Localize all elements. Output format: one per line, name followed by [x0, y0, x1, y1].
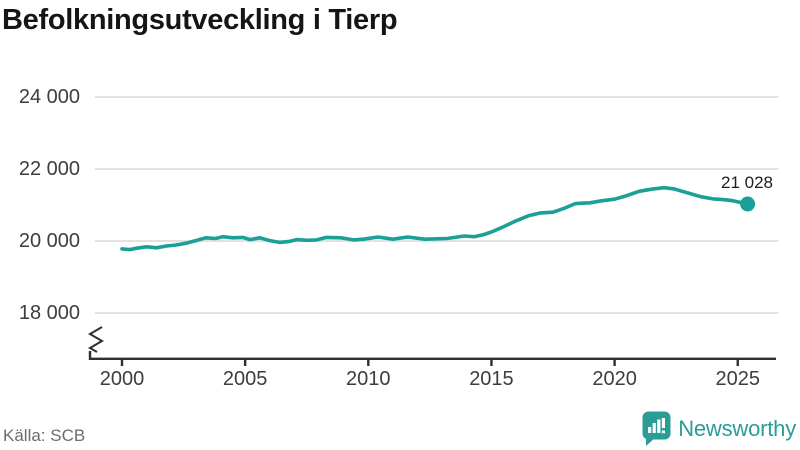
- last-point-marker: [740, 196, 756, 212]
- y-tick-label-20000: 20 000: [18, 230, 80, 252]
- x-tick-label-2025: 2025: [715, 368, 761, 390]
- population-series-line: [120, 185, 750, 252]
- x-tick-label-2000: 2000: [99, 368, 145, 390]
- last-value-label: 21 028: [721, 173, 773, 192]
- x-tick-label-2020: 2020: [592, 368, 637, 390]
- y-axis-break-icon: [88, 326, 104, 353]
- source-caption: Källa: SCB: [3, 426, 86, 445]
- newsworthy-speech-bubble-bar-chart-icon: [642, 411, 671, 446]
- y-tick-label-22000: 22 000: [18, 158, 80, 180]
- page-title: Befolkningsutveckling i Tierp: [2, 4, 398, 36]
- x-tick-label-2015: 2015: [469, 368, 514, 390]
- x-tick-label-2010: 2010: [346, 368, 391, 390]
- newsworthy-logo[interactable]: Newsworthy: [642, 411, 796, 446]
- x-axis-line: [88, 351, 776, 360]
- x-tick-label-2005: 2005: [222, 368, 268, 390]
- y-tick-label-18000: 18 000: [18, 302, 80, 324]
- newsworthy-wordmark: Newsworthy: [678, 415, 796, 441]
- y-tick-label-24000: 24 000: [18, 86, 80, 108]
